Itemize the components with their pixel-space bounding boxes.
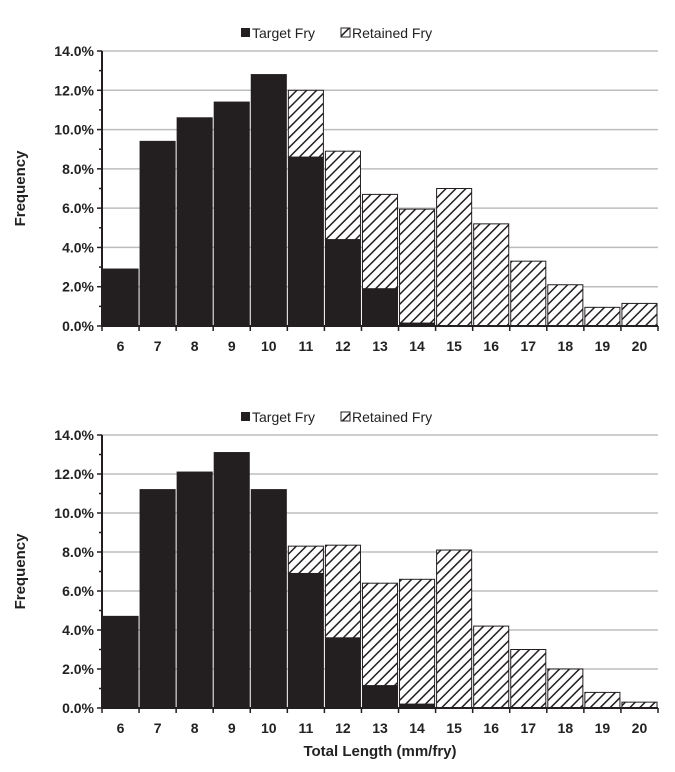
retained-fry-bar-18: [547, 668, 584, 709]
target-fry-bar-8: [176, 117, 213, 327]
retained-fry-bar-14: [399, 208, 436, 324]
y-tick-label: 8.0%: [62, 161, 94, 177]
y-axis-title: Frequency: [12, 533, 29, 610]
legend-label-target-fry: Target Fry: [252, 409, 315, 425]
legend-label-target-fry: Target Fry: [252, 25, 315, 41]
legend-swatch-retained-fry: [340, 27, 351, 38]
target-fry-bar-13: [361, 685, 399, 709]
legend: Target Fry Retained Fry: [241, 25, 432, 41]
retained-fry-bar-11: [287, 89, 324, 158]
y-tick-label: 2.0%: [62, 279, 94, 295]
x-tick-label: 11: [298, 720, 313, 736]
target-fry-bar-8: [176, 471, 213, 709]
retained-fry-bar-15: [436, 188, 473, 327]
x-tick-label: 17: [520, 338, 536, 354]
chart-panel-2: 0.0% 2.0% 4.0% 6.0% 8.0% 10.0% 12.0% 14.0% 6 7 8 9 1…: [12, 409, 659, 760]
x-tick-label: 18: [558, 720, 574, 736]
x-tick-label: 16: [483, 338, 499, 354]
x-tick-label: 19: [595, 720, 611, 736]
x-tick-label: 15: [446, 720, 462, 736]
x-tick-label: 12: [335, 338, 351, 354]
x-axis-title: Total Length (mm/fry): [303, 743, 456, 760]
retained-fry-bar-17: [510, 649, 547, 709]
retained-fry-bar-15: [436, 549, 473, 709]
x-tick-label: 9: [228, 720, 236, 736]
x-tick-label: 20: [632, 720, 648, 736]
target-fry-bar-11: [287, 572, 324, 709]
y-tick-label: 2.0%: [62, 661, 94, 677]
retained-fry-bar-11: [287, 545, 324, 574]
y-tick-label: 4.0%: [62, 622, 94, 638]
retained-fry-bar-14: [399, 578, 436, 705]
y-tick-label: 4.0%: [62, 239, 94, 255]
retained-fry-bar-12: [324, 544, 361, 639]
legend-label-retained-fry: Retained Fry: [352, 25, 432, 41]
retained-fry-bar-13: [361, 582, 399, 687]
x-tick-label: 6: [117, 338, 125, 354]
retained-fry-bar-16: [473, 223, 510, 327]
retained-fry-bar-20: [621, 302, 658, 327]
x-tick-label: 17: [520, 720, 536, 736]
x-tick-label: 19: [595, 338, 611, 354]
target-fry-bar-10: [250, 74, 287, 327]
y-tick-label: 14.0%: [54, 43, 94, 59]
y-tick-label: 6.0%: [62, 583, 94, 599]
target-fry-bar-7: [139, 489, 176, 709]
target-fry-bar-12: [324, 239, 361, 327]
legend-swatch-retained-fry: [340, 411, 351, 422]
x-tick-label: 9: [228, 338, 236, 354]
x-tick-label: 13: [372, 720, 388, 736]
y-tick-label: 12.0%: [54, 466, 94, 482]
target-fry-bar-13: [361, 288, 399, 327]
retained-fry-bar-12: [324, 150, 361, 241]
x-tick-label: 12: [335, 720, 351, 736]
retained-fry-bar-18: [547, 284, 584, 327]
x-tick-label: 15: [446, 338, 462, 354]
retained-fry-bar-19: [584, 306, 621, 327]
x-tick-label: 10: [261, 720, 277, 736]
chart-panel-1: 0.0% 2.0% 4.0% 6.0% 8.0% 10.0% 12.0% 14.0% 6 7 8 9 1…: [12, 25, 659, 354]
x-tick-label: 6: [117, 720, 125, 736]
x-tick-label: 11: [298, 338, 313, 354]
x-tick-label: 20: [632, 338, 648, 354]
x-tick-label: 13: [372, 338, 388, 354]
y-tick-label: 8.0%: [62, 544, 94, 560]
x-tick-label: 8: [191, 338, 199, 354]
target-fry-bar-9: [213, 452, 250, 709]
retained-fry-bar-17: [510, 260, 547, 327]
y-tick-label: 0.0%: [62, 318, 94, 334]
target-fry-bar-6: [102, 615, 139, 709]
target-fry-bar-9: [213, 101, 250, 327]
retained-fry-bar-13: [361, 193, 399, 290]
legend: Target Fry Retained Fry: [241, 409, 432, 425]
x-tick-label: 8: [191, 720, 199, 736]
x-tick-label: 16: [483, 720, 499, 736]
x-tick-label: 10: [261, 338, 277, 354]
y-axis-title: Frequency: [12, 150, 29, 227]
legend-label-retained-fry: Retained Fry: [352, 409, 432, 425]
retained-fry-bar-16: [473, 625, 510, 709]
y-tick-label: 10.0%: [54, 122, 94, 138]
x-tick-label: 14: [409, 720, 425, 736]
y-tick-label: 6.0%: [62, 200, 94, 216]
legend-swatch-target-fry: [241, 412, 250, 421]
target-fry-bar-10: [250, 489, 287, 709]
retained-fry-bar-19: [584, 691, 621, 709]
target-fry-bar-12: [324, 637, 361, 709]
y-tick-label: 14.0%: [54, 427, 94, 443]
target-fry-bar-7: [139, 140, 176, 327]
y-tick-label: 10.0%: [54, 505, 94, 521]
target-fry-bar-6: [102, 268, 139, 327]
x-tick-label: 7: [154, 720, 162, 736]
y-tick-label: 12.0%: [54, 82, 94, 98]
x-tick-label: 14: [409, 338, 425, 354]
legend-swatch-target-fry: [241, 28, 250, 37]
x-tick-label: 18: [558, 338, 574, 354]
target-fry-bar-11: [287, 156, 324, 327]
y-tick-label: 0.0%: [62, 700, 94, 716]
x-tick-label: 7: [154, 338, 162, 354]
